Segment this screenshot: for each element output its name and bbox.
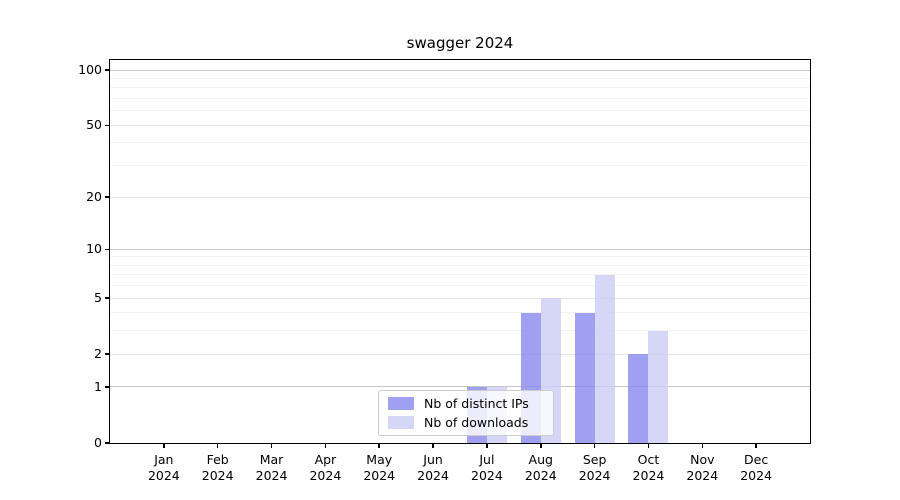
gridline-minor (110, 256, 810, 258)
gridline-minor (110, 312, 810, 314)
x-tick-label: Dec 2024 (740, 452, 773, 483)
y-tick-mark (105, 297, 109, 299)
x-tick-label: Feb 2024 (201, 452, 234, 483)
x-tick-mark (324, 444, 327, 448)
x-tick-label: Nov 2024 (686, 452, 719, 483)
x-tick-mark (540, 444, 542, 448)
legend-label-downloads: Nb of downloads (424, 415, 529, 430)
x-tick-label: Jan 2024 (147, 452, 180, 483)
gridline-labeled (110, 353, 810, 355)
y-tick-label: 10 (86, 241, 102, 257)
x-tick-label: Jul 2024 (471, 452, 503, 483)
gridline-minor (110, 330, 810, 332)
gridline-major (110, 69, 810, 71)
y-tick-mark (105, 124, 109, 127)
x-tick-mark (378, 444, 380, 448)
legend-swatch-downloads (388, 416, 414, 429)
y-tick-mark (105, 196, 109, 198)
x-tick-mark (647, 444, 650, 448)
y-tick-label: 1 (94, 378, 102, 394)
chart-title: swagger 2024 (406, 34, 514, 52)
x-tick-mark (701, 444, 704, 448)
x-tick-label: Mar 2024 (255, 452, 288, 483)
gridline-minor (110, 87, 810, 89)
gridline-minor (110, 274, 810, 276)
gridline-minor (110, 142, 810, 144)
bar-downloads (648, 330, 669, 443)
gridline-minor (110, 264, 810, 266)
gridline-major (110, 248, 810, 250)
y-tick-mark (105, 248, 109, 250)
legend-swatch-distinct-ips (388, 397, 414, 410)
x-tick-label: Aug 2024 (524, 452, 557, 483)
gridline-labeled (110, 297, 810, 299)
bar-distinct-ips (574, 312, 595, 443)
y-tick-label: 0 (94, 435, 102, 450)
x-tick-label: May 2024 (363, 452, 396, 483)
gridline-labeled (110, 196, 810, 198)
x-tick-label: Sep 2024 (578, 452, 611, 483)
x-tick-label: Jun 2024 (417, 452, 449, 483)
bar-distinct-ips (628, 354, 649, 443)
x-tick-mark (755, 444, 757, 448)
gridline-major (110, 386, 810, 388)
y-tick-mark (105, 69, 109, 71)
y-tick-label: 100 (78, 62, 102, 78)
y-tick-label: 5 (94, 290, 102, 306)
gridline-minor (110, 98, 810, 100)
x-tick-mark (593, 444, 596, 448)
x-tick-mark (486, 444, 488, 448)
legend-entry-downloads: Nb of downloads (388, 415, 545, 430)
y-tick-label: 2 (94, 346, 102, 362)
y-tick-mark (105, 386, 109, 388)
x-tick-mark (163, 444, 165, 448)
legend-label-distinct-ips: Nb of distinct IPs (424, 396, 529, 411)
gridline-minor (110, 285, 810, 287)
gridline-minor (110, 78, 810, 80)
y-tick-label: 50 (86, 117, 102, 133)
legend-entry-distinct-ips: Nb of distinct IPs (388, 396, 545, 411)
gridline-minor (110, 110, 810, 112)
y-tick-label: 20 (86, 189, 102, 204)
x-tick-label: Oct 2024 (632, 452, 665, 483)
x-tick-mark (432, 444, 434, 448)
legend: Nb of distinct IPs Nb of downloads (378, 390, 554, 436)
bar-downloads (594, 274, 615, 443)
x-tick-label: Apr 2024 (309, 452, 342, 483)
gridline-labeled (110, 124, 810, 126)
y-tick-mark (105, 442, 109, 444)
plot-area: Nb of distinct IPs Nb of downloads (109, 59, 811, 444)
gridline-minor (110, 165, 810, 167)
x-tick-mark (270, 444, 273, 448)
y-tick-mark (105, 353, 109, 355)
x-tick-mark (216, 444, 219, 448)
